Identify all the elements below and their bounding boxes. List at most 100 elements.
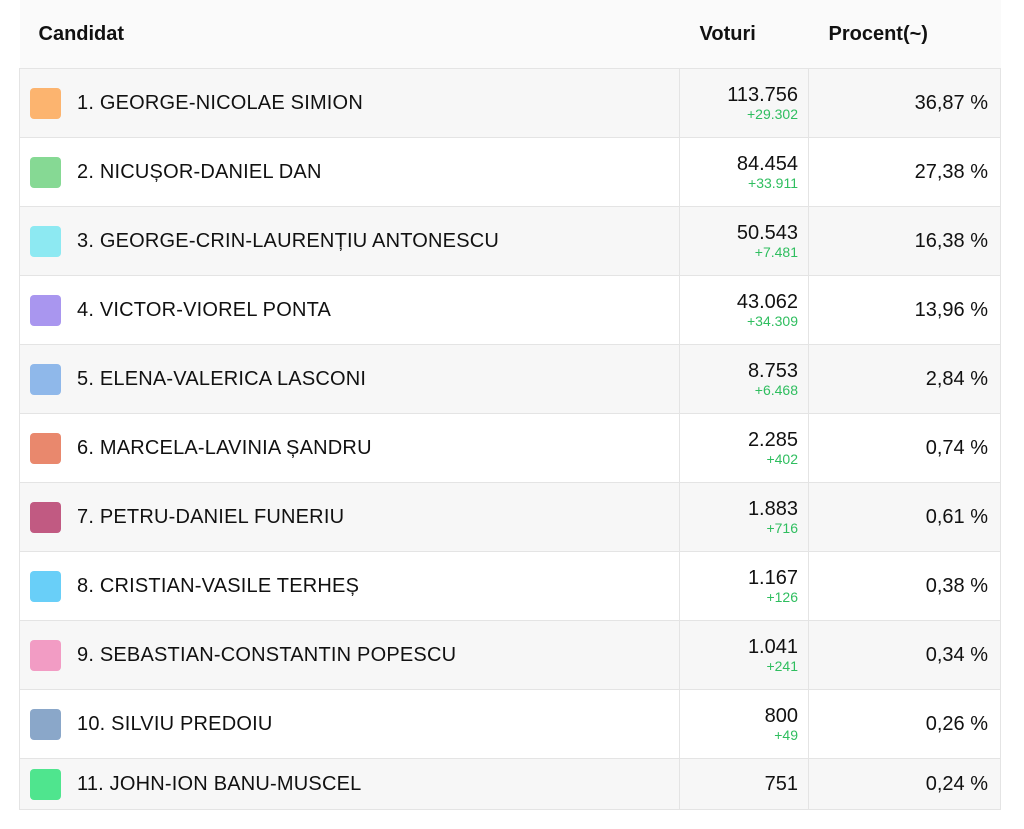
candidate-cell: 4. VICTOR-VIOREL PONTA — [19, 275, 680, 345]
candidate-name: 6. MARCELA-LAVINIA ȘANDRU — [77, 436, 372, 459]
percent-cell: 27,38 % — [808, 137, 1001, 207]
candidate-name: 7. PETRU-DANIEL FUNERIU — [77, 505, 345, 528]
table-row[interactable]: 11. JOHN-ION BANU-MUSCEL 751 0,24 % — [19, 758, 1001, 810]
table-body: 1. GEORGE-NICOLAE SIMION 113.756 +29.302… — [19, 68, 1001, 810]
votes-cell: 113.756 +29.302 — [679, 68, 809, 138]
candidate-cell: 6. MARCELA-LAVINIA ȘANDRU — [19, 413, 680, 483]
candidate-name: 3. GEORGE-CRIN-LAURENȚIU ANTONESCU — [77, 229, 500, 252]
percent-cell: 0,26 % — [808, 689, 1001, 759]
candidate-name: 8. CRISTIAN-VASILE TERHEȘ — [77, 574, 360, 597]
candidate: 8. CRISTIAN-VASILE TERHEȘ — [20, 570, 679, 602]
candidate: 5. ELENA-VALERICA LASCONI — [20, 363, 679, 395]
candidate-cell: 2. NICUȘOR-DANIEL DAN — [19, 137, 680, 207]
table-row[interactable]: 10. SILVIU PREDOIU 800 +49 0,26 % — [19, 689, 1001, 759]
votes-delta: +33.911 — [748, 175, 798, 191]
candidate: 11. JOHN-ION BANU-MUSCEL — [20, 768, 679, 800]
votes-value: 43.062 — [736, 291, 798, 313]
candidate: 9. SEBASTIAN-CONSTANTIN POPESCU — [20, 639, 679, 671]
table-row[interactable]: 5. ELENA-VALERICA LASCONI 8.753 +6.468 2… — [19, 344, 1001, 414]
candidate: 4. VICTOR-VIOREL PONTA — [20, 294, 679, 326]
votes-value: 84.454 — [736, 153, 798, 175]
candidate-color-swatch — [30, 639, 61, 671]
candidate-color-swatch — [30, 87, 61, 119]
table-row[interactable]: 1. GEORGE-NICOLAE SIMION 113.756 +29.302… — [19, 68, 1001, 138]
candidate-color-swatch — [30, 768, 61, 800]
table-row[interactable]: 6. MARCELA-LAVINIA ȘANDRU 2.285 +402 0,7… — [19, 413, 1001, 483]
votes-value: 1.883 — [747, 498, 798, 520]
votes-value: 1.167 — [747, 567, 798, 589]
table-row[interactable]: 8. CRISTIAN-VASILE TERHEȘ 1.167 +126 0,3… — [19, 551, 1001, 621]
candidate: 3. GEORGE-CRIN-LAURENȚIU ANTONESCU — [20, 225, 679, 257]
candidate: 7. PETRU-DANIEL FUNERIU — [20, 501, 679, 533]
votes-cell: 1.883 +716 — [679, 482, 809, 552]
votes-delta: +402 — [766, 451, 798, 467]
votes-cell: 751 — [679, 758, 809, 810]
votes-value: 50.543 — [736, 222, 798, 244]
votes-value: 751 — [764, 773, 798, 795]
candidate-name: 2. NICUȘOR-DANIEL DAN — [77, 160, 322, 183]
candidate-color-swatch — [30, 363, 61, 395]
candidate-name: 9. SEBASTIAN-CONSTANTIN POPESCU — [77, 643, 457, 666]
votes-value: 2.285 — [747, 429, 798, 451]
percent-cell: 0,38 % — [808, 551, 1001, 621]
candidate-name: 1. GEORGE-NICOLAE SIMION — [77, 91, 363, 114]
percent-cell: 0,24 % — [808, 758, 1001, 810]
results-table-container: Candidat Voturi Procent(~) 1. GEORGE-NIC… — [19, 0, 1001, 810]
candidate-color-swatch — [30, 708, 61, 740]
table-header: Candidat Voturi Procent(~) — [19, 0, 1001, 69]
header-procent[interactable]: Procent(~) — [808, 0, 1001, 69]
votes-cell: 50.543 +7.481 — [679, 206, 809, 276]
votes-delta: +716 — [766, 520, 798, 536]
votes-cell: 800 +49 — [679, 689, 809, 759]
table-row[interactable]: 2. NICUȘOR-DANIEL DAN 84.454 +33.911 27,… — [19, 137, 1001, 207]
percent-cell: 0,74 % — [808, 413, 1001, 483]
results-table: Candidat Voturi Procent(~) 1. GEORGE-NIC… — [19, 0, 1001, 810]
table-row[interactable]: 7. PETRU-DANIEL FUNERIU 1.883 +716 0,61 … — [19, 482, 1001, 552]
percent-cell: 13,96 % — [808, 275, 1001, 345]
candidate-name: 10. SILVIU PREDOIU — [77, 712, 273, 735]
candidate-color-swatch — [30, 501, 61, 533]
header-row: Candidat Voturi Procent(~) — [19, 0, 1001, 69]
percent-cell: 16,38 % — [808, 206, 1001, 276]
candidate-cell: 8. CRISTIAN-VASILE TERHEȘ — [19, 551, 680, 621]
candidate-name: 4. VICTOR-VIOREL PONTA — [77, 298, 332, 321]
header-voturi[interactable]: Voturi — [679, 0, 809, 69]
candidate-cell: 7. PETRU-DANIEL FUNERIU — [19, 482, 680, 552]
percent-cell: 2,84 % — [808, 344, 1001, 414]
votes-delta: +49 — [774, 727, 798, 743]
candidate: 6. MARCELA-LAVINIA ȘANDRU — [20, 432, 679, 464]
candidate-color-swatch — [30, 294, 61, 326]
votes-cell: 1.167 +126 — [679, 551, 809, 621]
votes-cell: 2.285 +402 — [679, 413, 809, 483]
votes-value: 1.041 — [747, 636, 798, 658]
candidate: 10. SILVIU PREDOIU — [20, 708, 679, 740]
candidate-cell: 9. SEBASTIAN-CONSTANTIN POPESCU — [19, 620, 680, 690]
candidate-color-swatch — [30, 570, 61, 602]
votes-cell: 8.753 +6.468 — [679, 344, 809, 414]
candidate-cell: 11. JOHN-ION BANU-MUSCEL — [19, 758, 680, 810]
votes-cell: 43.062 +34.309 — [679, 275, 809, 345]
votes-cell: 84.454 +33.911 — [679, 137, 809, 207]
candidate-cell: 3. GEORGE-CRIN-LAURENȚIU ANTONESCU — [19, 206, 680, 276]
votes-delta: +241 — [766, 658, 798, 674]
table-row[interactable]: 3. GEORGE-CRIN-LAURENȚIU ANTONESCU 50.54… — [19, 206, 1001, 276]
table-row[interactable]: 4. VICTOR-VIOREL PONTA 43.062 +34.309 13… — [19, 275, 1001, 345]
votes-value: 800 — [764, 705, 798, 727]
votes-delta: +7.481 — [754, 244, 798, 260]
candidate-name: 11. JOHN-ION BANU-MUSCEL — [77, 772, 362, 795]
votes-value: 8.753 — [747, 360, 798, 382]
votes-delta: +34.309 — [747, 313, 798, 329]
votes-cell: 1.041 +241 — [679, 620, 809, 690]
candidate-color-swatch — [30, 432, 61, 464]
votes-delta: +126 — [766, 589, 798, 605]
table-row[interactable]: 9. SEBASTIAN-CONSTANTIN POPESCU 1.041 +2… — [19, 620, 1001, 690]
votes-delta: +29.302 — [747, 106, 798, 122]
header-candidat[interactable]: Candidat — [19, 0, 680, 69]
percent-cell: 36,87 % — [808, 68, 1001, 138]
candidate-cell: 10. SILVIU PREDOIU — [19, 689, 680, 759]
candidate-color-swatch — [30, 225, 61, 257]
candidate: 2. NICUȘOR-DANIEL DAN — [20, 156, 679, 188]
percent-cell: 0,34 % — [808, 620, 1001, 690]
candidate-color-swatch — [30, 156, 61, 188]
candidate: 1. GEORGE-NICOLAE SIMION — [20, 87, 679, 119]
